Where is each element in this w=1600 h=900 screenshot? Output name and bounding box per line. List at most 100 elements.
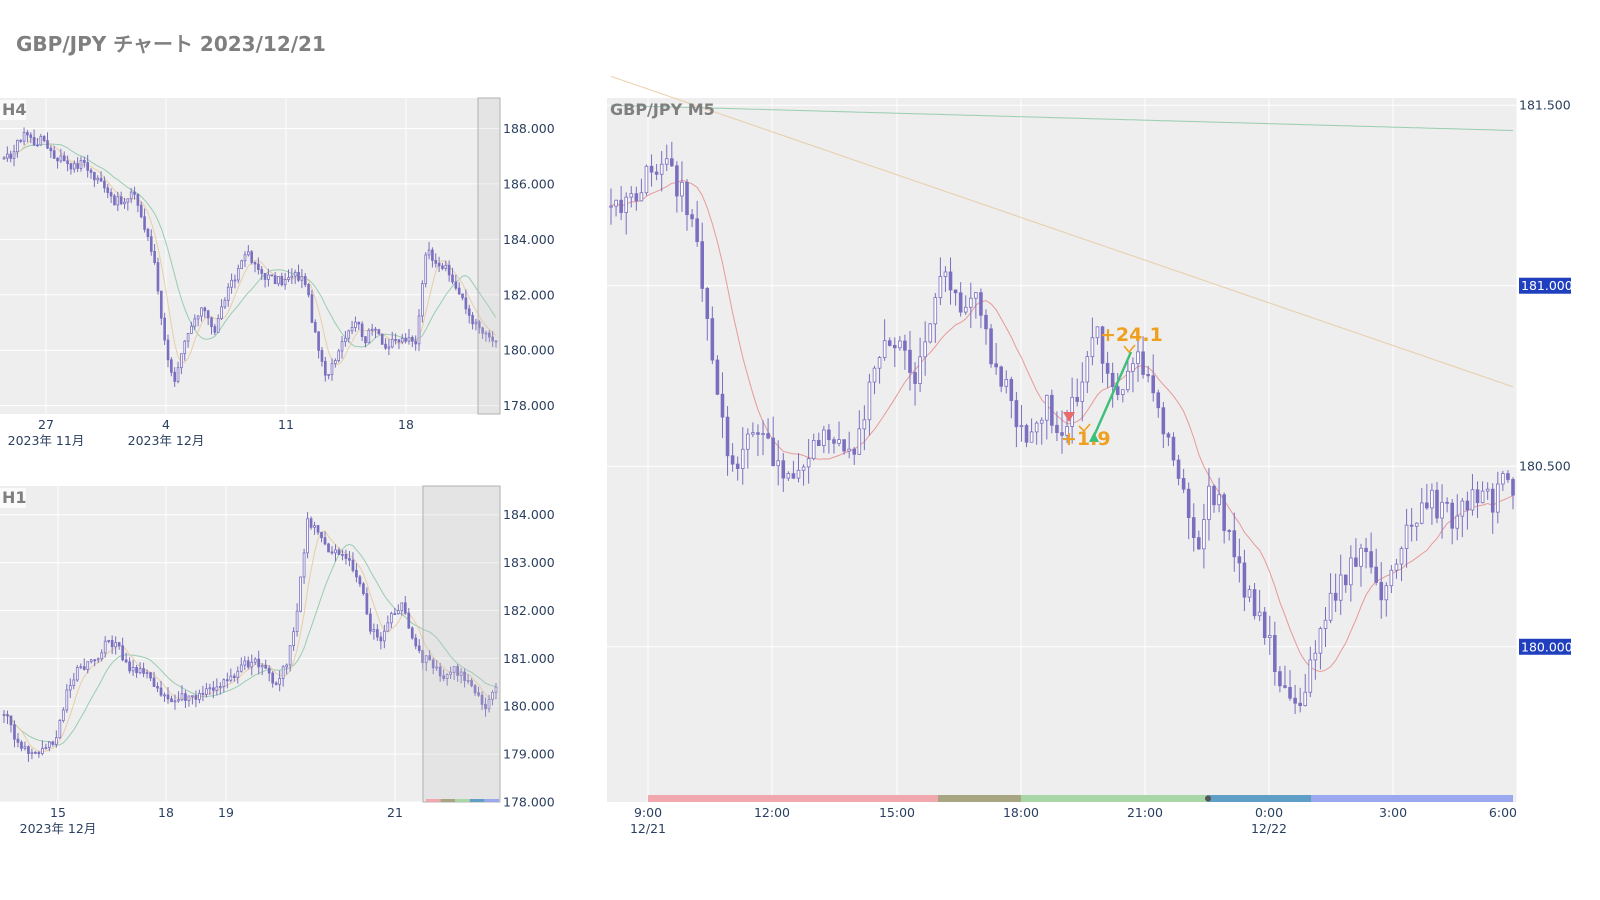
- panel-h1: 184.000 183.000 182.000 181.000 180.000 179.0…: [0, 485, 555, 836]
- h1-candle: [37, 752, 41, 755]
- h1-candle: [362, 583, 365, 595]
- m5-candle: [953, 289, 958, 294]
- h4-candle: [303, 276, 307, 285]
- m5-candle: [1019, 425, 1024, 428]
- h4-candle: [267, 274, 270, 280]
- m5-session-bar-segment: [1311, 795, 1513, 802]
- h4-candle: [474, 321, 478, 325]
- h4-candle: [310, 294, 314, 323]
- h1-y-tick-label: 180.000: [503, 699, 555, 714]
- h1-candle: [48, 741, 51, 748]
- m5-candle: [1055, 424, 1059, 433]
- h4-candle: [280, 276, 284, 286]
- m5-candle: [1455, 515, 1460, 529]
- h4-candle: [441, 265, 444, 269]
- h1-candle: [334, 549, 337, 554]
- h1-candle: [278, 678, 282, 685]
- h4-candle: [283, 279, 287, 286]
- h1-x-tick-label: 15: [50, 805, 66, 820]
- m5-candle: [1171, 436, 1176, 461]
- m5-candle: [715, 359, 720, 395]
- h1-candle: [306, 518, 309, 554]
- h4-candle: [457, 287, 461, 295]
- h1-candle: [208, 687, 212, 690]
- h4-candle: [377, 329, 381, 335]
- h1-candle: [131, 667, 135, 672]
- h1-candle: [72, 679, 76, 687]
- m5-session-bar-segment: [938, 795, 1021, 802]
- h4-candle: [49, 147, 53, 152]
- m5-x-tick-label: 9:00: [634, 805, 662, 820]
- m5-candle: [791, 473, 796, 479]
- m5-candle: [979, 292, 983, 316]
- h4-candle: [414, 340, 417, 345]
- m5-candle: [948, 271, 953, 291]
- m5-price-label-bg: [1519, 277, 1571, 294]
- h1-candle: [407, 612, 411, 629]
- h1-candle: [27, 746, 30, 754]
- h1-session-bar-segment: [484, 799, 499, 802]
- h4-candle: [133, 191, 136, 195]
- m5-annotation-profit: +1.9: [1061, 428, 1111, 450]
- m5-candle: [1318, 628, 1323, 654]
- h4-candle: [250, 251, 253, 263]
- h4-candle: [484, 332, 488, 335]
- h1-candle: [400, 602, 404, 611]
- m5-candle: [806, 458, 811, 468]
- m5-candle: [1435, 489, 1439, 519]
- m5-moving-average-line: [610, 104, 1514, 131]
- h1-candle: [180, 693, 184, 701]
- h4-candle: [206, 310, 210, 319]
- m5-candle: [1420, 502, 1424, 524]
- h1-panel-title: H1: [2, 488, 27, 507]
- m5-candle: [1252, 589, 1257, 617]
- h1-candle: [473, 685, 477, 694]
- h4-candle: [340, 341, 344, 352]
- m5-candle: [649, 165, 654, 173]
- m5-candle: [837, 439, 841, 444]
- h1-candle: [341, 554, 344, 556]
- m5-candle: [796, 469, 801, 479]
- m5-candle: [832, 439, 836, 444]
- h1-candle: [41, 748, 44, 755]
- m5-candle: [882, 340, 887, 358]
- m5-candle: [1303, 691, 1308, 706]
- m5-candle: [1450, 502, 1454, 529]
- h1-y-tick-label: 183.000: [503, 555, 555, 570]
- m5-candle: [1095, 326, 1100, 339]
- m5-candle: [690, 214, 694, 220]
- h1-candle: [327, 543, 330, 553]
- h1-x-tick-sublabel: 2023年 12月: [20, 821, 97, 836]
- h4-candle: [471, 315, 474, 325]
- m5-candle: [1267, 634, 1272, 639]
- m5-candle: [908, 349, 912, 373]
- h1-session-bar-segment: [469, 799, 485, 802]
- m5-candle: [675, 165, 679, 197]
- m5-candle: [1308, 659, 1313, 693]
- h4-candle: [106, 187, 110, 193]
- h1-candle: [274, 682, 278, 685]
- h1-candle: [236, 670, 240, 678]
- h4-candle: [223, 299, 227, 308]
- m5-candle: [816, 440, 821, 446]
- m5-candle: [740, 448, 745, 469]
- h1-candle: [414, 637, 418, 647]
- m5-candle: [1425, 502, 1429, 509]
- m5-candle: [700, 241, 704, 289]
- m5-candle: [1389, 569, 1394, 587]
- h1-candle: [487, 699, 491, 710]
- h4-candle: [226, 286, 230, 301]
- m5-candle: [1207, 485, 1211, 520]
- h1-candle: [75, 667, 79, 681]
- h1-candle: [264, 664, 268, 669]
- h4-candle: [494, 340, 498, 343]
- m5-candle: [923, 341, 927, 358]
- h4-candle: [79, 160, 83, 169]
- h4-candle: [400, 337, 404, 343]
- h1-candle: [299, 576, 302, 612]
- m5-candle: [1354, 557, 1358, 567]
- m5-candle: [933, 297, 938, 325]
- h4-candle: [300, 276, 304, 281]
- h4-plot-area: [0, 98, 500, 414]
